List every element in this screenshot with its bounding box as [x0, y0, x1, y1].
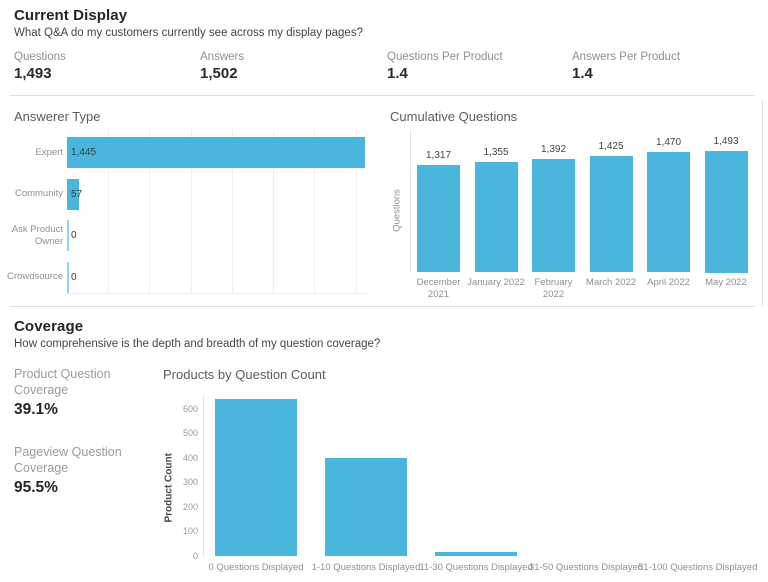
answerer-type-plot-area: Expert 1,445 Community 57 Ask Product Owner 0… — [0, 100, 376, 306]
bar-value-label: 1,392 — [540, 143, 567, 155]
bar-value-label: 1,445 — [71, 147, 97, 158]
gridline — [149, 130, 151, 293]
kpi-pageview-question-coverage: Pageview Question Coverage 95.5% — [14, 444, 132, 497]
x-axis-line — [67, 292, 368, 294]
gridline — [108, 130, 110, 293]
bar-value-label: 1,425 — [598, 141, 624, 153]
kpi-product-question-coverage-value: 39.1% — [14, 401, 58, 418]
category-label: Expert — [35, 146, 63, 158]
category-label: December 2021 — [416, 276, 461, 300]
section-title-current-display: Current Display — [14, 7, 128, 24]
y-tick-label: 0 — [192, 550, 198, 561]
cumulative-bar-1[interactable] — [417, 164, 460, 273]
bar-value-label: 1,470 — [655, 137, 682, 149]
kpi-questions-per-product-label: Questions Per Product — [387, 51, 503, 63]
y-tick-label: 600 — [182, 403, 198, 414]
bar-value-label: 0 — [71, 230, 77, 241]
category-label: February 2022 — [534, 276, 573, 300]
category-label: January 2022 — [467, 276, 525, 288]
bar-value-label: 1,355 — [483, 146, 509, 158]
cumulative-bar-3[interactable] — [532, 158, 575, 273]
cumulative-bar-6[interactable] — [704, 150, 748, 273]
y-tick-label: 300 — [182, 477, 198, 487]
section-title-coverage: Coverage — [14, 318, 84, 335]
answerer-bar-3[interactable] — [67, 220, 69, 251]
category-label: May 2022 — [705, 276, 747, 288]
category-label: March 2022 — [585, 276, 637, 288]
answerer-bar-1[interactable] — [67, 137, 365, 168]
cumulative-questions-plot-area: 1,317 December 2021 1,355 January 2022 1,392… — [380, 100, 765, 306]
answerer-type-chart: Answerer Type Expert 1,445 Community 57 Ask … — [0, 100, 376, 306]
kpi-product-question-coverage: Product Question Coverage 39.1% — [14, 366, 132, 419]
y-tick-label: 500 — [182, 428, 198, 438]
y-tick-label: 400 — [182, 452, 198, 463]
products-bar-3[interactable] — [435, 552, 517, 556]
divider-middle — [10, 306, 755, 307]
category-label: Community — [14, 188, 63, 200]
bar-value-label: 57 — [71, 188, 83, 200]
y-tick-label: 100 — [182, 526, 198, 536]
kpi-answers-per-product-value: 1.4 — [572, 65, 593, 82]
kpi-answers-label: Answers — [200, 51, 245, 63]
cumulative-bar-5[interactable] — [647, 152, 690, 273]
gridline — [314, 130, 316, 293]
gridline — [231, 130, 233, 293]
category-label: 51-100 Questions Displayed — [638, 562, 758, 573]
gridline — [355, 130, 357, 293]
products-bar-1[interactable] — [215, 399, 297, 556]
bar-value-label: 0 — [71, 271, 77, 283]
category-label: April 2022 — [647, 276, 690, 288]
divider-right-edge — [762, 100, 763, 306]
bar-value-label: 1,317 — [425, 149, 452, 161]
category-label: 31-50 Questions Displayed — [528, 562, 644, 573]
category-label: 0 Questions Displayed — [208, 562, 304, 573]
kpi-answers-per-product-label: Answers Per Product — [572, 51, 681, 63]
products-chart-title: Products by Question Count — [163, 367, 326, 382]
products-bar-2[interactable] — [325, 458, 407, 556]
section-subtitle-coverage: How comprehensive is the depth and bread… — [14, 338, 381, 350]
kpi-questions-value: 1,493 — [14, 65, 52, 82]
kpi-questions-per-product: Questions Per Product 1.4 — [387, 51, 503, 82]
category-label: Crowdsource — [7, 271, 63, 283]
gridline — [273, 130, 275, 293]
kpi-answers-per-product: Answers Per Product 1.4 — [572, 51, 680, 82]
cumulative-questions-chart-title: Cumulative Questions — [390, 109, 518, 124]
category-label: 1-10 Questions Displayed — [311, 562, 421, 573]
category-label: Ask Product Owner — [11, 224, 63, 247]
kpi-answers: Answers 1,502 — [200, 51, 244, 82]
kpi-product-question-coverage-label: Product Question Coverage — [14, 367, 111, 397]
kpi-pageview-question-coverage-label: Pageview Question Coverage — [14, 445, 122, 475]
products-by-question-count-chart: Products by Question Count Product Count… — [160, 360, 768, 582]
cumulative-questions-chart: Cumulative Questions Questions 1,317 Dece… — [380, 100, 765, 306]
products-plot-area: 0 100 200 300 400 500 600 0 Questions Displayed… — [160, 360, 768, 582]
answerer-bar-2[interactable] — [67, 178, 79, 210]
section-subtitle-current-display: What Q&A do my customers currently see a… — [14, 27, 363, 39]
kpi-pageview-question-coverage-value: 95.5% — [14, 479, 58, 496]
kpi-questions: Questions 1,493 — [14, 51, 66, 82]
answerer-bar-4[interactable] — [67, 261, 69, 293]
y-tick-label: 200 — [182, 501, 198, 512]
products-y-axis-line — [203, 396, 204, 556]
kpi-questions-per-product-value: 1.4 — [387, 65, 408, 82]
gridline — [190, 130, 192, 293]
answerer-type-chart-title: Answerer Type — [14, 109, 101, 124]
category-label: 11-30 Questions Displayed — [419, 562, 533, 573]
cumulative-bar-2[interactable] — [474, 161, 518, 273]
cumulative-bar-4[interactable] — [589, 156, 633, 273]
kpi-questions-label: Questions — [14, 51, 66, 63]
cumulative-y-axis-line — [410, 130, 411, 272]
bar-value-label: 1,493 — [713, 135, 739, 147]
divider-top — [10, 95, 755, 96]
kpi-answers-value: 1,502 — [200, 65, 238, 82]
